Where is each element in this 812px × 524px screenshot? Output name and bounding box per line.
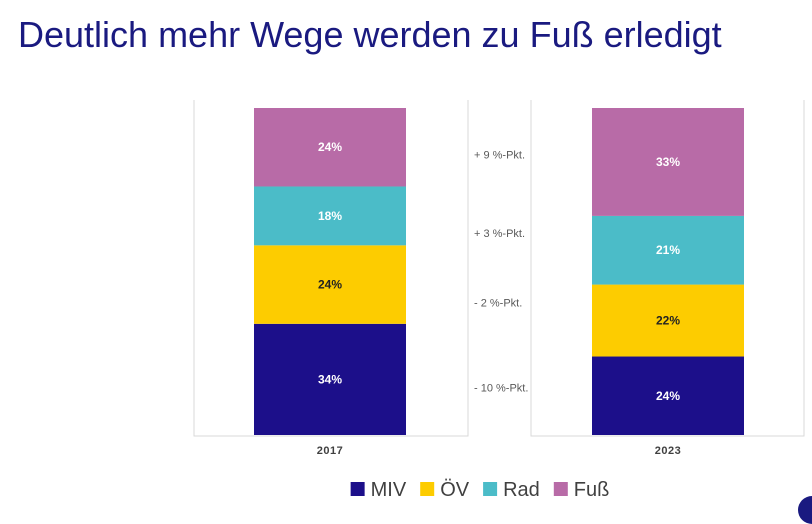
legend-label-fuss: Fuß [574,479,610,501]
legend-label-miv: MIV [371,479,407,501]
data-label-2017-rad: 18% [318,209,342,223]
bar-2017-miv [254,323,406,435]
category-labels: 2017 2023 [317,445,681,457]
data-label-2017-fuss: 24% [318,140,342,154]
annotation-rad: + 3 %-Pkt. [474,228,525,240]
annotation-oev: - 2 %-Pkt. [474,298,522,310]
legend-swatch-fuss [553,482,568,496]
bar-2017-rad [254,186,406,246]
category-label-2017: 2017 [317,445,343,457]
data-label-2017-oev: 24% [318,278,342,292]
legend-label-rad: Rad [503,479,540,501]
plot-frame-2 [530,100,805,437]
chart-legend: MIV ÖV Rad Fuß [350,479,610,501]
annotation-fuss: + 9 %-Pkt. [474,150,525,162]
data-label-2017-miv: 34% [318,372,342,386]
plot-frames [193,100,805,437]
data-label-2023-miv: 24% [656,389,680,403]
bar-data-labels: 34% 24% 18% 24% 24% 22% 21% 33% [318,140,680,403]
data-label-2023-rad: 21% [656,243,680,257]
bar-2023-rad [592,215,744,285]
data-label-2023-oev: 22% [656,314,680,328]
legend-swatch-rad [483,482,498,496]
bar-2023-oev [592,284,744,357]
bar-2017-fuss [254,108,406,187]
data-label-2023-fuss: 33% [656,155,680,169]
legend-swatch-oev [420,482,435,496]
slide-title: Deutlich mehr Wege werden zu Fuß erledig… [18,14,722,55]
category-label-2023: 2023 [655,445,681,457]
change-annotations: + 9 %-Pkt. + 3 %-Pkt. - 2 %-Pkt. - 10 %-Pkt… [474,150,528,395]
legend-label-oev: ÖV [440,479,470,501]
bar-2023-miv [592,356,744,435]
bar-segments [254,108,744,435]
bar-2023-fuss [592,108,744,216]
plot-frame-1 [193,100,469,437]
annotation-miv: - 10 %-Pkt. [474,383,528,395]
stacked-bar-chart: 34% 24% 18% 24% 24% 22% 21% 33% 2017 2023 + 9 %-… [193,100,805,501]
bar-2017-oev [254,245,406,324]
legend-swatch-miv [350,482,365,496]
